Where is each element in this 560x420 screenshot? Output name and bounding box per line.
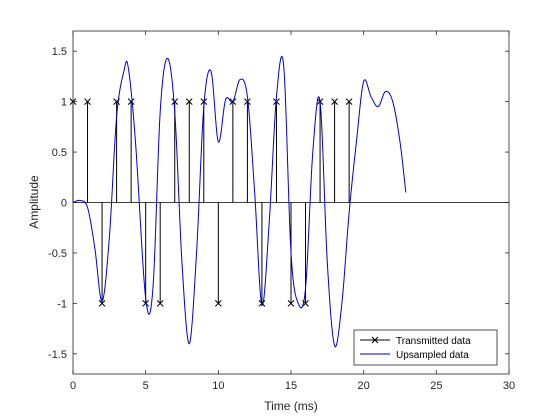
stem-marker [331, 98, 338, 105]
stem-marker [345, 98, 353, 105]
legend-marker-x [371, 336, 379, 344]
x-tick-label: 15 [285, 380, 297, 392]
y-axis-label: Amplitude [27, 175, 41, 229]
y-tick-label: -1 [57, 298, 67, 310]
stem-marker [171, 98, 179, 105]
legend-entry-upsampled-data: Upsampled data [396, 350, 469, 361]
stem-marker [98, 300, 106, 307]
y-axis-ticks: -1.5 -1 -0.5 0 0.5 1 1.5 [48, 46, 509, 361]
x-tick-label: 30 [503, 380, 515, 392]
legend-box [353, 329, 498, 366]
legend-entry-transmitted-data: Transmitted data [396, 336, 471, 347]
y-tick-label: 0 [61, 198, 67, 210]
x-tick-label: 5 [143, 380, 149, 392]
y-tick-label: 0.5 [52, 147, 67, 159]
y-tick-label: 1.5 [52, 46, 67, 58]
stem-marker [287, 300, 295, 307]
y-tick-label: 1 [61, 97, 67, 109]
x-axis-ticks: 0 5 10 15 20 25 30 [70, 31, 515, 392]
legend: Transmitted data Upsampled data [353, 329, 498, 366]
x-tick-label: 10 [212, 380, 224, 392]
x-tick-label: 25 [430, 380, 442, 392]
stem-marker [84, 98, 91, 105]
stem-marker [156, 300, 164, 307]
x-tick-label: 0 [70, 380, 76, 392]
x-tick-label: 20 [358, 380, 370, 392]
stem-marker [142, 300, 150, 307]
stem-marker [127, 98, 135, 105]
stem-marker [244, 98, 251, 105]
stem-marker [185, 98, 193, 105]
y-tick-label: -0.5 [48, 248, 67, 260]
stem-marker [214, 300, 222, 307]
line-series-upsampled-data [72, 55, 407, 348]
x-axis-label: Time (ms) [264, 399, 318, 413]
y-tick-label: -1.5 [48, 349, 67, 361]
